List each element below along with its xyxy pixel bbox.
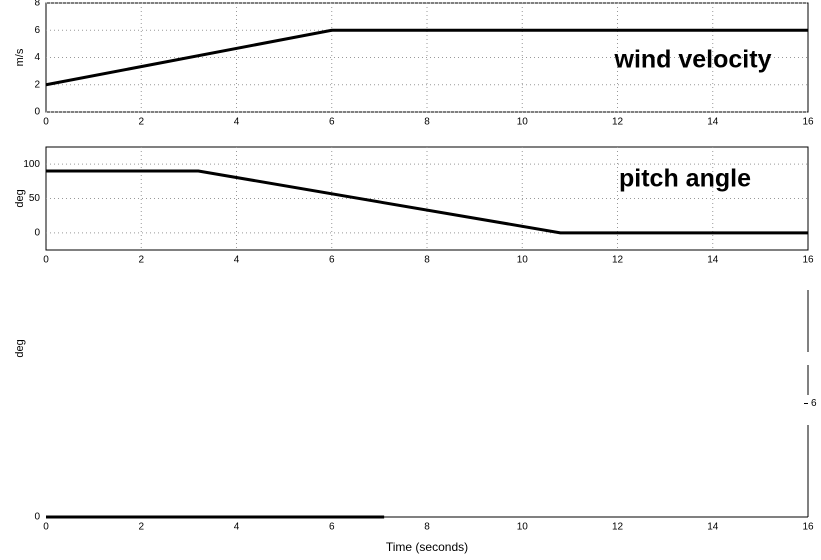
- annotation: wind velocity: [614, 46, 772, 74]
- x-tick-label: 10: [517, 117, 529, 128]
- x-tick-label: 8: [424, 117, 430, 128]
- y-tick-label: 4: [34, 52, 40, 63]
- y-tick-label: 2: [34, 79, 40, 90]
- x-tick-label: 14: [707, 522, 719, 533]
- x-tick-label: 4: [234, 117, 240, 128]
- x-tick-label: 4: [234, 522, 240, 533]
- y-tick-label: 0: [34, 107, 40, 118]
- y-tick-label: 0: [34, 227, 40, 238]
- y-tick-label: 6: [34, 25, 40, 36]
- x-tick-label: 0: [43, 522, 49, 533]
- data-line: [45, 28, 808, 87]
- x-tick-label: 10: [517, 522, 529, 533]
- x-tick-label: 12: [612, 522, 624, 533]
- y-axis-label: m/s: [14, 48, 26, 66]
- x-tick-label: 16: [802, 522, 814, 533]
- x-tick-label: 8: [424, 522, 430, 533]
- y-tick-label: 50: [29, 193, 41, 204]
- y-axis-label: deg: [14, 339, 26, 357]
- x-tick-label: 16: [802, 117, 814, 128]
- x-tick-label: 16: [802, 255, 814, 266]
- x-tick-label: 14: [707, 255, 719, 266]
- x-tick-label: 4: [234, 255, 240, 266]
- x-tick-label: 6: [329, 117, 335, 128]
- x-tick-label: 0: [43, 255, 49, 266]
- x-tick-label: 2: [138, 255, 144, 266]
- x-axis-label: Time (seconds): [386, 540, 468, 554]
- x-tick-label: 0: [43, 117, 49, 128]
- x-tick-label: 8: [424, 255, 430, 266]
- y-tick-label: 0: [34, 512, 40, 523]
- y-axis-label: deg: [14, 189, 26, 207]
- x-tick-label: 6: [329, 255, 335, 266]
- y-tick-label: 100: [23, 159, 40, 170]
- x-tick-label: 2: [138, 117, 144, 128]
- x-tick-label: 6: [329, 522, 335, 533]
- x-tick-label: 10: [517, 255, 529, 266]
- annotation: pitch angle: [619, 165, 751, 193]
- x-tick-label: 12: [612, 117, 624, 128]
- y2-tick-label: 6: [811, 398, 817, 409]
- x-tick-label: 12: [612, 255, 624, 266]
- data-line: [46, 169, 808, 235]
- x-tick-label: 14: [707, 117, 719, 128]
- y-tick-label: 8: [34, 0, 40, 9]
- x-tick-label: 2: [138, 522, 144, 533]
